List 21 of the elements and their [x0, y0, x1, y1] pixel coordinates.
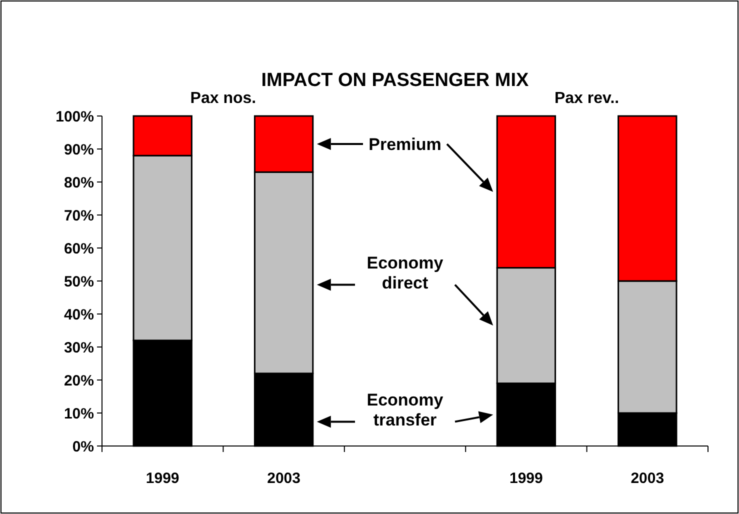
y-tick-label: 0% [72, 438, 94, 456]
legend-label: Economy direct [366, 254, 444, 293]
y-tick-label: 50% [64, 273, 94, 290]
y-tick-label: 90% [64, 141, 94, 158]
x-tick-label: 2003 [630, 470, 664, 487]
legend-label: Premium [368, 135, 442, 154]
x-tick-label: 2003 [267, 470, 300, 487]
chart-title: IMPACT ON PASSENGER MIX [261, 70, 530, 91]
text: Pax nos. [190, 90, 256, 107]
y-tick-label: 30% [64, 339, 94, 356]
y-tick-label: 10% [64, 405, 94, 422]
x-tick-label: 1999 [510, 470, 543, 487]
text: Pax rev.. [554, 90, 620, 107]
y-tick-label: 70% [64, 207, 94, 224]
y-tick-label: 20% [64, 372, 94, 390]
x-tick-label: 1999 [146, 470, 180, 487]
y-tick-label: 80% [64, 174, 94, 192]
legend-label: Economy transfer [366, 390, 444, 430]
y-tick-label: 60% [64, 240, 94, 258]
y-tick-label: 100% [56, 108, 94, 126]
y-tick-label: 40% [64, 306, 94, 324]
